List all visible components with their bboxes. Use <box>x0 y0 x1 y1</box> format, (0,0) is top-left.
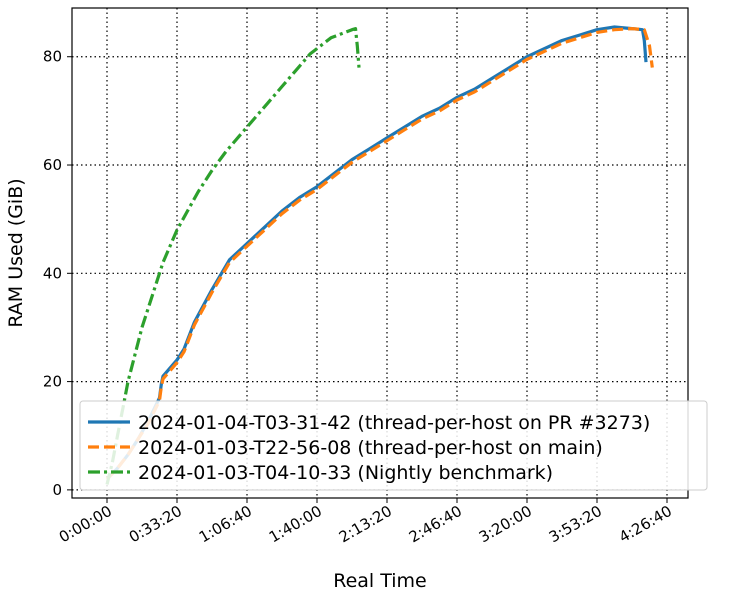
y-tick-label: 60 <box>43 156 62 174</box>
y-axis-label: RAM Used (GiB) <box>5 178 27 327</box>
legend-label-3: 2024-01-03-T04-10-33 (Nightly benchmark) <box>138 462 553 484</box>
x-axis-label: Real Time <box>333 570 427 592</box>
y-tick-label: 80 <box>43 48 62 66</box>
y-tick-label: 20 <box>43 373 62 391</box>
plot-frame <box>71 7 689 499</box>
y-axis-ticks: 0 20 40 60 80 <box>43 48 72 499</box>
legend: 2024-01-04-T03-31-42 (thread-per-host on… <box>79 400 708 491</box>
y-tick-label: 0 <box>52 481 62 499</box>
series-line-3 <box>105 27 361 485</box>
y-tick-label: 40 <box>43 264 62 282</box>
legend-label-2: 2024-01-03-T22-56-08 (thread-per-host on… <box>138 437 603 459</box>
legend-label-1: 2024-01-04-T03-31-42 (thread-per-host on… <box>138 412 650 434</box>
legend-box <box>79 400 708 491</box>
series-lines <box>105 25 654 485</box>
series-line-2 <box>105 27 654 481</box>
